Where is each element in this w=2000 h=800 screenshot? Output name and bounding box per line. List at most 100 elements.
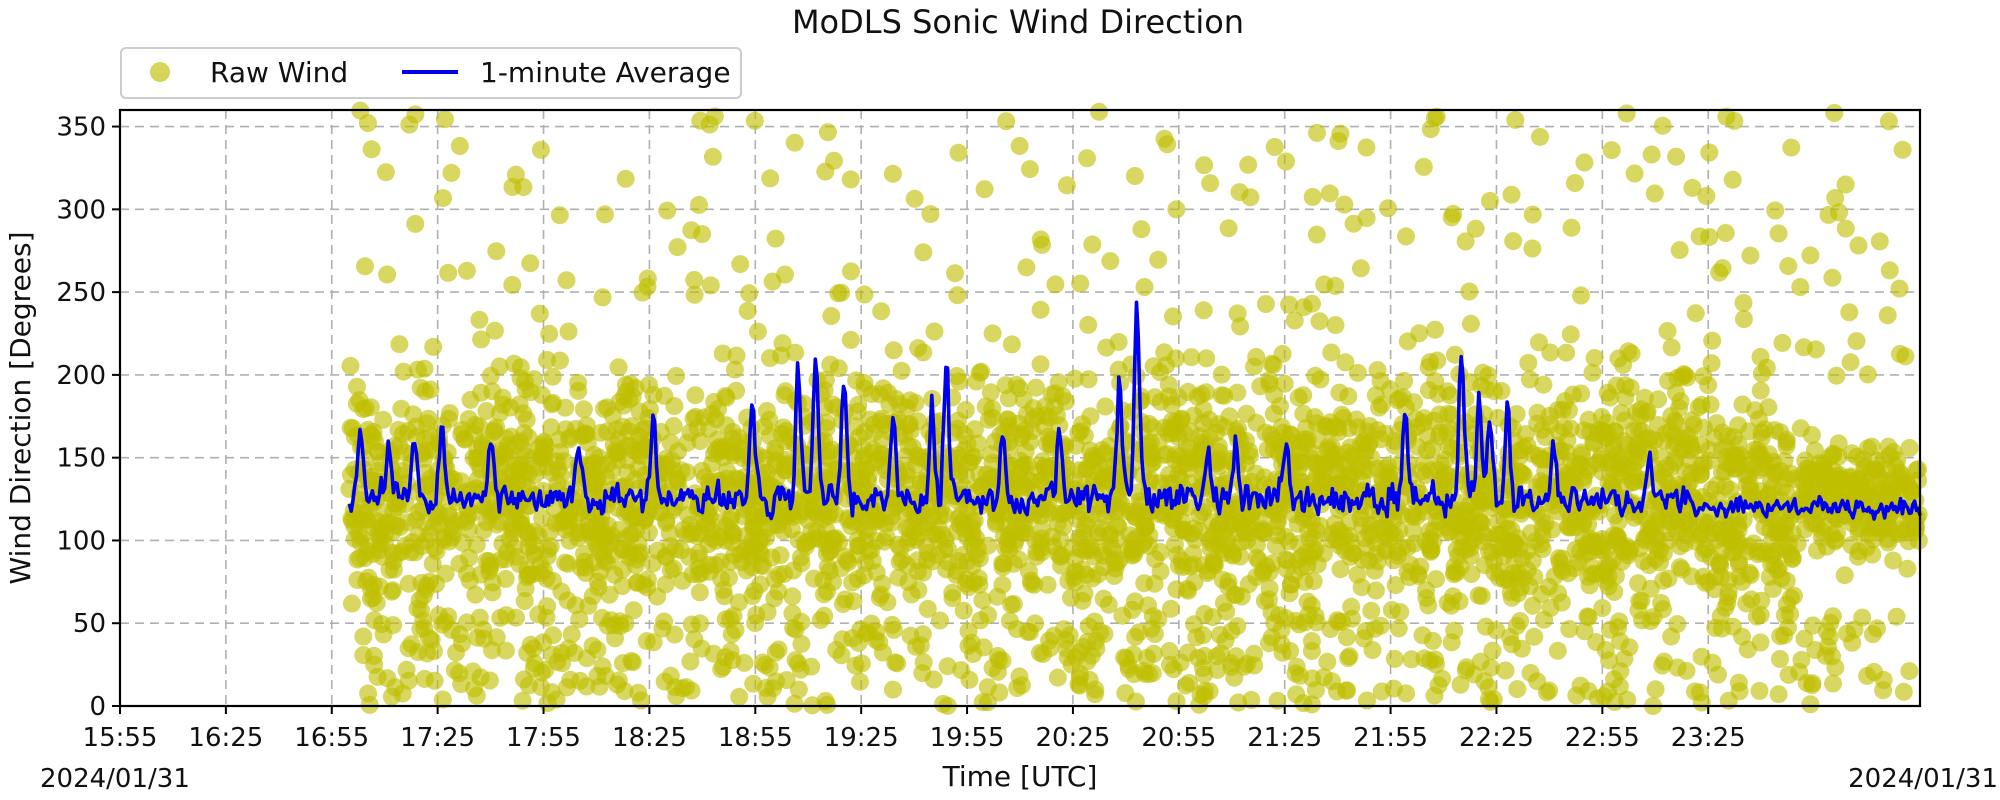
raw-wind-point <box>588 572 607 591</box>
raw-wind-point <box>1519 353 1538 372</box>
raw-wind-point <box>406 214 425 233</box>
x-tick-label: 17:25 <box>400 723 475 753</box>
raw-wind-point <box>416 531 435 550</box>
raw-wind-point <box>1863 625 1882 644</box>
raw-wind-point <box>1123 600 1142 619</box>
raw-wind-point <box>358 511 377 529</box>
raw-wind-point <box>1366 386 1385 405</box>
raw-wind-point <box>1725 111 1744 130</box>
raw-wind-point <box>1462 565 1481 583</box>
raw-wind-point <box>1572 286 1590 305</box>
raw-wind-point <box>748 322 767 341</box>
raw-wind-point <box>949 143 968 162</box>
chart-title: MoDLS Sonic Wind Direction <box>792 3 1244 41</box>
raw-wind-point <box>690 583 709 602</box>
raw-wind-point <box>1151 562 1170 581</box>
raw-wind-point <box>996 538 1015 557</box>
raw-wind-point <box>814 505 833 523</box>
raw-wind-point <box>909 339 928 358</box>
raw-wind-point <box>512 515 531 534</box>
raw-wind-point <box>1321 620 1340 639</box>
raw-wind-point <box>366 432 384 451</box>
raw-wind-point <box>1909 460 1928 479</box>
raw-wind-point <box>776 461 795 480</box>
raw-wind-point <box>734 481 753 500</box>
raw-wind-point <box>447 643 466 662</box>
raw-wind-point <box>690 195 708 214</box>
raw-wind-point <box>1330 383 1349 402</box>
raw-wind-point <box>1208 660 1227 679</box>
raw-wind-point <box>1318 652 1337 671</box>
raw-wind-point <box>1203 608 1222 627</box>
raw-wind-point <box>714 657 733 676</box>
raw-wind-point <box>538 694 557 712</box>
raw-wind-point <box>1411 557 1430 576</box>
raw-wind-point <box>1123 540 1142 559</box>
raw-wind-point <box>376 163 395 182</box>
raw-wind-point <box>1090 102 1109 121</box>
raw-wind-point <box>1149 250 1168 269</box>
raw-wind-point <box>1083 235 1102 254</box>
raw-wind-point <box>1619 342 1638 361</box>
raw-wind-point <box>1302 695 1321 714</box>
raw-wind-point <box>842 262 860 281</box>
raw-wind-point <box>606 629 624 648</box>
raw-wind-point <box>755 417 774 436</box>
raw-wind-point <box>622 652 641 670</box>
raw-wind-point <box>1315 275 1334 294</box>
raw-wind-point <box>820 562 839 581</box>
raw-wind-point <box>568 528 587 547</box>
raw-wind-point <box>506 165 525 184</box>
raw-wind-point <box>1341 547 1360 566</box>
raw-wind-point <box>1887 607 1906 626</box>
raw-wind-point <box>1690 227 1709 246</box>
raw-wind-point <box>1694 367 1713 386</box>
raw-wind-point <box>1344 214 1363 233</box>
x-tick-label: 16:55 <box>294 723 369 753</box>
raw-wind-point <box>1748 445 1767 464</box>
x-axis-ticks: 15:55 16:25 16:55 17:25 17:55 18:25 18:55 19:25… <box>83 706 1746 753</box>
raw-wind-point <box>487 242 506 261</box>
raw-wind-point <box>1269 512 1288 530</box>
raw-wind-point <box>1302 642 1321 660</box>
raw-wind-point <box>390 335 409 354</box>
raw-wind-point <box>1035 458 1054 477</box>
raw-wind-point <box>1642 145 1661 164</box>
raw-wind-point <box>689 544 708 562</box>
raw-wind-point <box>867 563 886 582</box>
raw-wind-point <box>538 547 557 566</box>
raw-wind-point <box>1228 513 1247 532</box>
raw-wind-point <box>1086 685 1104 704</box>
raw-wind-point <box>970 549 989 568</box>
raw-wind-point <box>596 528 615 547</box>
raw-wind-point <box>1219 219 1238 238</box>
raw-wind-point <box>1228 617 1247 636</box>
raw-wind-point <box>833 630 852 649</box>
raw-wind-point <box>1381 524 1400 543</box>
raw-wind-point <box>914 563 933 582</box>
raw-wind-point <box>1845 477 1864 496</box>
raw-wind-point <box>1471 652 1490 671</box>
raw-wind-point <box>1351 259 1370 278</box>
raw-wind-point <box>950 372 969 391</box>
raw-wind-point <box>1429 427 1448 446</box>
raw-wind-point <box>1785 586 1803 605</box>
raw-wind-point <box>1616 388 1635 407</box>
raw-wind-point <box>487 418 506 437</box>
raw-wind-point <box>988 646 1007 665</box>
raw-wind-point <box>1197 349 1216 368</box>
raw-wind-point <box>1328 461 1347 480</box>
raw-wind-point <box>767 672 785 691</box>
raw-wind-point <box>664 417 683 436</box>
raw-wind-point <box>1826 189 1845 207</box>
y-axis-ticks: 0 50 100 150 200 250 300 350 <box>56 113 120 722</box>
raw-wind-point <box>859 541 878 560</box>
raw-wind-point <box>1149 610 1168 629</box>
raw-wind-point <box>765 589 784 608</box>
raw-wind-point <box>677 463 696 482</box>
raw-wind-point <box>1397 684 1416 703</box>
raw-wind-point <box>1662 338 1681 357</box>
raw-wind-point <box>948 286 967 305</box>
raw-wind-point <box>766 443 785 462</box>
raw-wind-point <box>359 684 378 703</box>
